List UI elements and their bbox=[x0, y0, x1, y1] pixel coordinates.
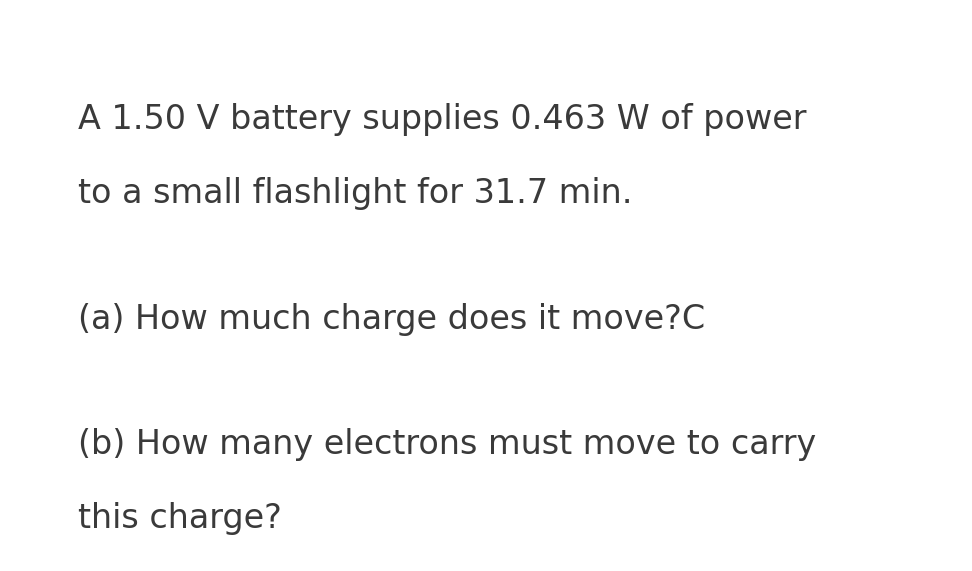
Text: to a small flashlight for 31.7 min.: to a small flashlight for 31.7 min. bbox=[78, 177, 632, 210]
Text: (a) How much charge does it move?C: (a) How much charge does it move?C bbox=[78, 303, 705, 336]
Text: (b) How many electrons must move to carry: (b) How many electrons must move to carr… bbox=[78, 428, 816, 461]
Text: this charge?: this charge? bbox=[78, 502, 282, 536]
Text: A 1.50 V battery supplies 0.463 W of power: A 1.50 V battery supplies 0.463 W of pow… bbox=[78, 103, 806, 136]
